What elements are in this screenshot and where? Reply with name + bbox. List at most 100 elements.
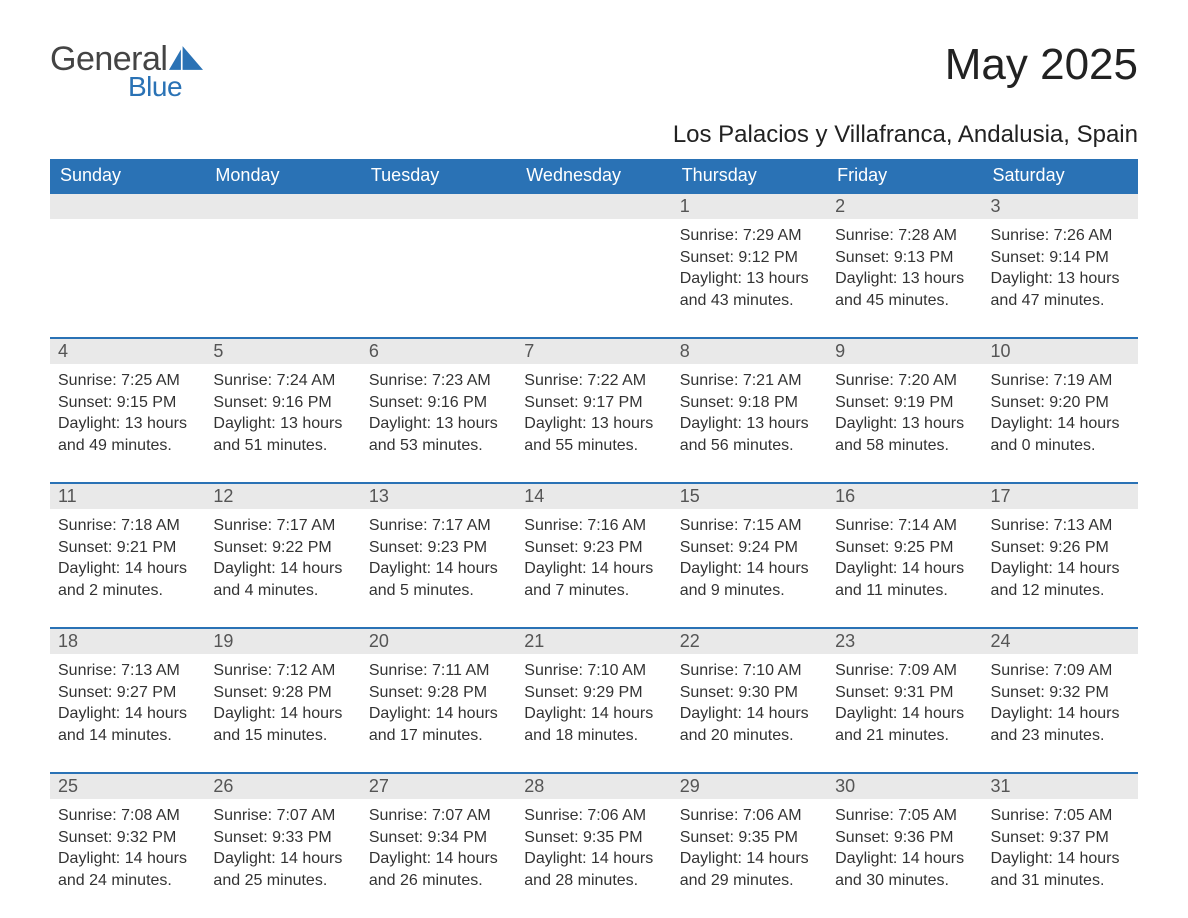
day-body: Sunrise: 7:14 AMSunset: 9:25 PMDaylight:… xyxy=(827,509,982,627)
day-body: Sunrise: 7:24 AMSunset: 9:16 PMDaylight:… xyxy=(205,364,360,482)
day-body: Sunrise: 7:15 AMSunset: 9:24 PMDaylight:… xyxy=(672,509,827,627)
daylight-text: Daylight: 14 hours and 31 minutes. xyxy=(991,848,1130,891)
sunrise-text: Sunrise: 7:13 AM xyxy=(991,515,1130,537)
sunrise-text: Sunrise: 7:24 AM xyxy=(213,370,352,392)
logo-triangle-icon xyxy=(169,46,203,70)
sunset-text: Sunset: 9:12 PM xyxy=(680,247,819,269)
daylight-text: Daylight: 13 hours and 45 minutes. xyxy=(835,268,974,311)
day-body: Sunrise: 7:09 AMSunset: 9:31 PMDaylight:… xyxy=(827,654,982,772)
sunrise-text: Sunrise: 7:16 AM xyxy=(524,515,663,537)
sunset-text: Sunset: 9:29 PM xyxy=(524,682,663,704)
weekday-header: Monday xyxy=(205,159,360,193)
sunrise-text: Sunrise: 7:17 AM xyxy=(213,515,352,537)
day-body: Sunrise: 7:10 AMSunset: 9:30 PMDaylight:… xyxy=(672,654,827,772)
sunset-text: Sunset: 9:25 PM xyxy=(835,537,974,559)
day-number: 8 xyxy=(672,339,827,364)
weekday-header: Tuesday xyxy=(361,159,516,193)
sunrise-text: Sunrise: 7:10 AM xyxy=(680,660,819,682)
sunrise-text: Sunrise: 7:26 AM xyxy=(991,225,1130,247)
calendar-day-cell: 20Sunrise: 7:11 AMSunset: 9:28 PMDayligh… xyxy=(361,628,516,773)
day-body: Sunrise: 7:10 AMSunset: 9:29 PMDaylight:… xyxy=(516,654,671,772)
day-body: Sunrise: 7:13 AMSunset: 9:27 PMDaylight:… xyxy=(50,654,205,772)
sunrise-text: Sunrise: 7:08 AM xyxy=(58,805,197,827)
calendar-day-cell: 8Sunrise: 7:21 AMSunset: 9:18 PMDaylight… xyxy=(672,338,827,483)
weekday-header: Saturday xyxy=(983,159,1138,193)
sunset-text: Sunset: 9:20 PM xyxy=(991,392,1130,414)
sunset-text: Sunset: 9:31 PM xyxy=(835,682,974,704)
day-body: Sunrise: 7:13 AMSunset: 9:26 PMDaylight:… xyxy=(983,509,1138,627)
sunset-text: Sunset: 9:19 PM xyxy=(835,392,974,414)
sunset-text: Sunset: 9:16 PM xyxy=(369,392,508,414)
sunset-text: Sunset: 9:32 PM xyxy=(991,682,1130,704)
header: General Blue May 2025 xyxy=(50,40,1138,103)
calendar-day-cell: 25Sunrise: 7:08 AMSunset: 9:32 PMDayligh… xyxy=(50,773,205,917)
calendar-week-row: 11Sunrise: 7:18 AMSunset: 9:21 PMDayligh… xyxy=(50,483,1138,628)
sunset-text: Sunset: 9:28 PM xyxy=(369,682,508,704)
day-body: Sunrise: 7:23 AMSunset: 9:16 PMDaylight:… xyxy=(361,364,516,482)
sunset-text: Sunset: 9:15 PM xyxy=(58,392,197,414)
daylight-text: Daylight: 14 hours and 4 minutes. xyxy=(213,558,352,601)
day-number-bar-empty xyxy=(516,194,671,219)
sunrise-text: Sunrise: 7:14 AM xyxy=(835,515,974,537)
day-number: 9 xyxy=(827,339,982,364)
weekday-header: Friday xyxy=(827,159,982,193)
sunrise-text: Sunrise: 7:09 AM xyxy=(835,660,974,682)
daylight-text: Daylight: 13 hours and 47 minutes. xyxy=(991,268,1130,311)
daylight-text: Daylight: 14 hours and 28 minutes. xyxy=(524,848,663,891)
sunrise-text: Sunrise: 7:06 AM xyxy=(524,805,663,827)
sunset-text: Sunset: 9:23 PM xyxy=(524,537,663,559)
daylight-text: Daylight: 14 hours and 2 minutes. xyxy=(58,558,197,601)
logo: General Blue xyxy=(50,40,203,103)
sunset-text: Sunset: 9:36 PM xyxy=(835,827,974,849)
calendar-day-cell: 19Sunrise: 7:12 AMSunset: 9:28 PMDayligh… xyxy=(205,628,360,773)
day-number: 18 xyxy=(50,629,205,654)
day-body-empty xyxy=(361,219,516,309)
calendar-day-cell: 11Sunrise: 7:18 AMSunset: 9:21 PMDayligh… xyxy=(50,483,205,628)
calendar-week-row: 4Sunrise: 7:25 AMSunset: 9:15 PMDaylight… xyxy=(50,338,1138,483)
day-number: 26 xyxy=(205,774,360,799)
day-body: Sunrise: 7:17 AMSunset: 9:23 PMDaylight:… xyxy=(361,509,516,627)
daylight-text: Daylight: 14 hours and 29 minutes. xyxy=(680,848,819,891)
day-body: Sunrise: 7:17 AMSunset: 9:22 PMDaylight:… xyxy=(205,509,360,627)
logo-word-blue: Blue xyxy=(128,71,203,103)
day-body-empty xyxy=(50,219,205,309)
sunset-text: Sunset: 9:35 PM xyxy=(524,827,663,849)
daylight-text: Daylight: 14 hours and 9 minutes. xyxy=(680,558,819,601)
day-number: 20 xyxy=(361,629,516,654)
day-body: Sunrise: 7:26 AMSunset: 9:14 PMDaylight:… xyxy=(983,219,1138,337)
calendar-day-cell: 24Sunrise: 7:09 AMSunset: 9:32 PMDayligh… xyxy=(983,628,1138,773)
sunset-text: Sunset: 9:28 PM xyxy=(213,682,352,704)
sunset-text: Sunset: 9:14 PM xyxy=(991,247,1130,269)
day-body: Sunrise: 7:19 AMSunset: 9:20 PMDaylight:… xyxy=(983,364,1138,482)
calendar-day-cell: 21Sunrise: 7:10 AMSunset: 9:29 PMDayligh… xyxy=(516,628,671,773)
calendar-day-cell: 31Sunrise: 7:05 AMSunset: 9:37 PMDayligh… xyxy=(983,773,1138,917)
calendar-day-cell: 13Sunrise: 7:17 AMSunset: 9:23 PMDayligh… xyxy=(361,483,516,628)
sunrise-text: Sunrise: 7:06 AM xyxy=(680,805,819,827)
sunset-text: Sunset: 9:23 PM xyxy=(369,537,508,559)
sunset-text: Sunset: 9:22 PM xyxy=(213,537,352,559)
sunset-text: Sunset: 9:32 PM xyxy=(58,827,197,849)
sunset-text: Sunset: 9:27 PM xyxy=(58,682,197,704)
day-number: 28 xyxy=(516,774,671,799)
day-number: 24 xyxy=(983,629,1138,654)
location-subtitle: Los Palacios y Villafranca, Andalusia, S… xyxy=(50,121,1138,149)
day-body-empty xyxy=(516,219,671,309)
day-number: 14 xyxy=(516,484,671,509)
sunrise-text: Sunrise: 7:18 AM xyxy=(58,515,197,537)
day-number: 2 xyxy=(827,194,982,219)
daylight-text: Daylight: 14 hours and 17 minutes. xyxy=(369,703,508,746)
page-title: May 2025 xyxy=(945,40,1138,90)
sunrise-text: Sunrise: 7:22 AM xyxy=(524,370,663,392)
weekday-header: Wednesday xyxy=(516,159,671,193)
daylight-text: Daylight: 13 hours and 51 minutes. xyxy=(213,413,352,456)
daylight-text: Daylight: 14 hours and 26 minutes. xyxy=(369,848,508,891)
calendar-day-cell xyxy=(516,193,671,338)
daylight-text: Daylight: 13 hours and 43 minutes. xyxy=(680,268,819,311)
sunrise-text: Sunrise: 7:17 AM xyxy=(369,515,508,537)
calendar-week-row: 18Sunrise: 7:13 AMSunset: 9:27 PMDayligh… xyxy=(50,628,1138,773)
calendar-day-cell: 7Sunrise: 7:22 AMSunset: 9:17 PMDaylight… xyxy=(516,338,671,483)
daylight-text: Daylight: 14 hours and 25 minutes. xyxy=(213,848,352,891)
calendar-day-cell: 4Sunrise: 7:25 AMSunset: 9:15 PMDaylight… xyxy=(50,338,205,483)
sunset-text: Sunset: 9:16 PM xyxy=(213,392,352,414)
day-number: 23 xyxy=(827,629,982,654)
